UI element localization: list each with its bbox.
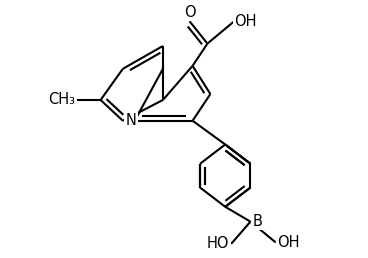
Text: CH₃: CH₃ (48, 92, 75, 108)
Text: N: N (125, 113, 137, 128)
Text: OH: OH (234, 14, 256, 29)
Text: B: B (252, 214, 262, 229)
Text: O: O (184, 5, 195, 20)
Text: OH: OH (277, 235, 300, 250)
Text: HO: HO (207, 236, 230, 251)
